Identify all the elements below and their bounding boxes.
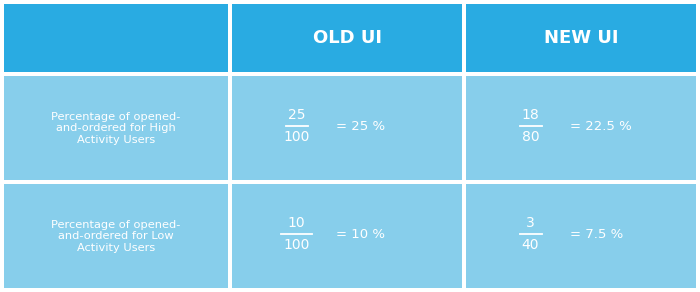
Text: = 10 %: = 10 %: [336, 227, 385, 241]
FancyBboxPatch shape: [466, 184, 696, 288]
FancyBboxPatch shape: [232, 184, 462, 288]
Text: 100: 100: [284, 130, 310, 144]
FancyBboxPatch shape: [232, 77, 462, 180]
Text: = 7.5 %: = 7.5 %: [570, 227, 623, 241]
FancyBboxPatch shape: [4, 184, 228, 288]
FancyBboxPatch shape: [232, 4, 462, 72]
Text: 100: 100: [284, 238, 310, 252]
Text: 25: 25: [288, 108, 305, 122]
Text: = 25 %: = 25 %: [336, 120, 385, 133]
Text: 10: 10: [288, 216, 305, 230]
Text: 3: 3: [526, 216, 535, 230]
Text: OLD UI: OLD UI: [313, 29, 382, 47]
Text: 40: 40: [522, 238, 539, 252]
FancyBboxPatch shape: [466, 4, 696, 72]
Text: 18: 18: [522, 108, 540, 122]
Text: 80: 80: [522, 130, 539, 144]
FancyBboxPatch shape: [466, 77, 696, 180]
Text: Percentage of opened-
and-ordered for High
Activity Users: Percentage of opened- and-ordered for Hi…: [52, 112, 181, 145]
FancyBboxPatch shape: [4, 77, 228, 180]
Text: = 22.5 %: = 22.5 %: [570, 120, 631, 133]
FancyBboxPatch shape: [4, 4, 228, 72]
Text: NEW UI: NEW UI: [544, 29, 618, 47]
Text: Percentage of opened-
and-ordered for Low
Activity Users: Percentage of opened- and-ordered for Lo…: [52, 220, 181, 253]
